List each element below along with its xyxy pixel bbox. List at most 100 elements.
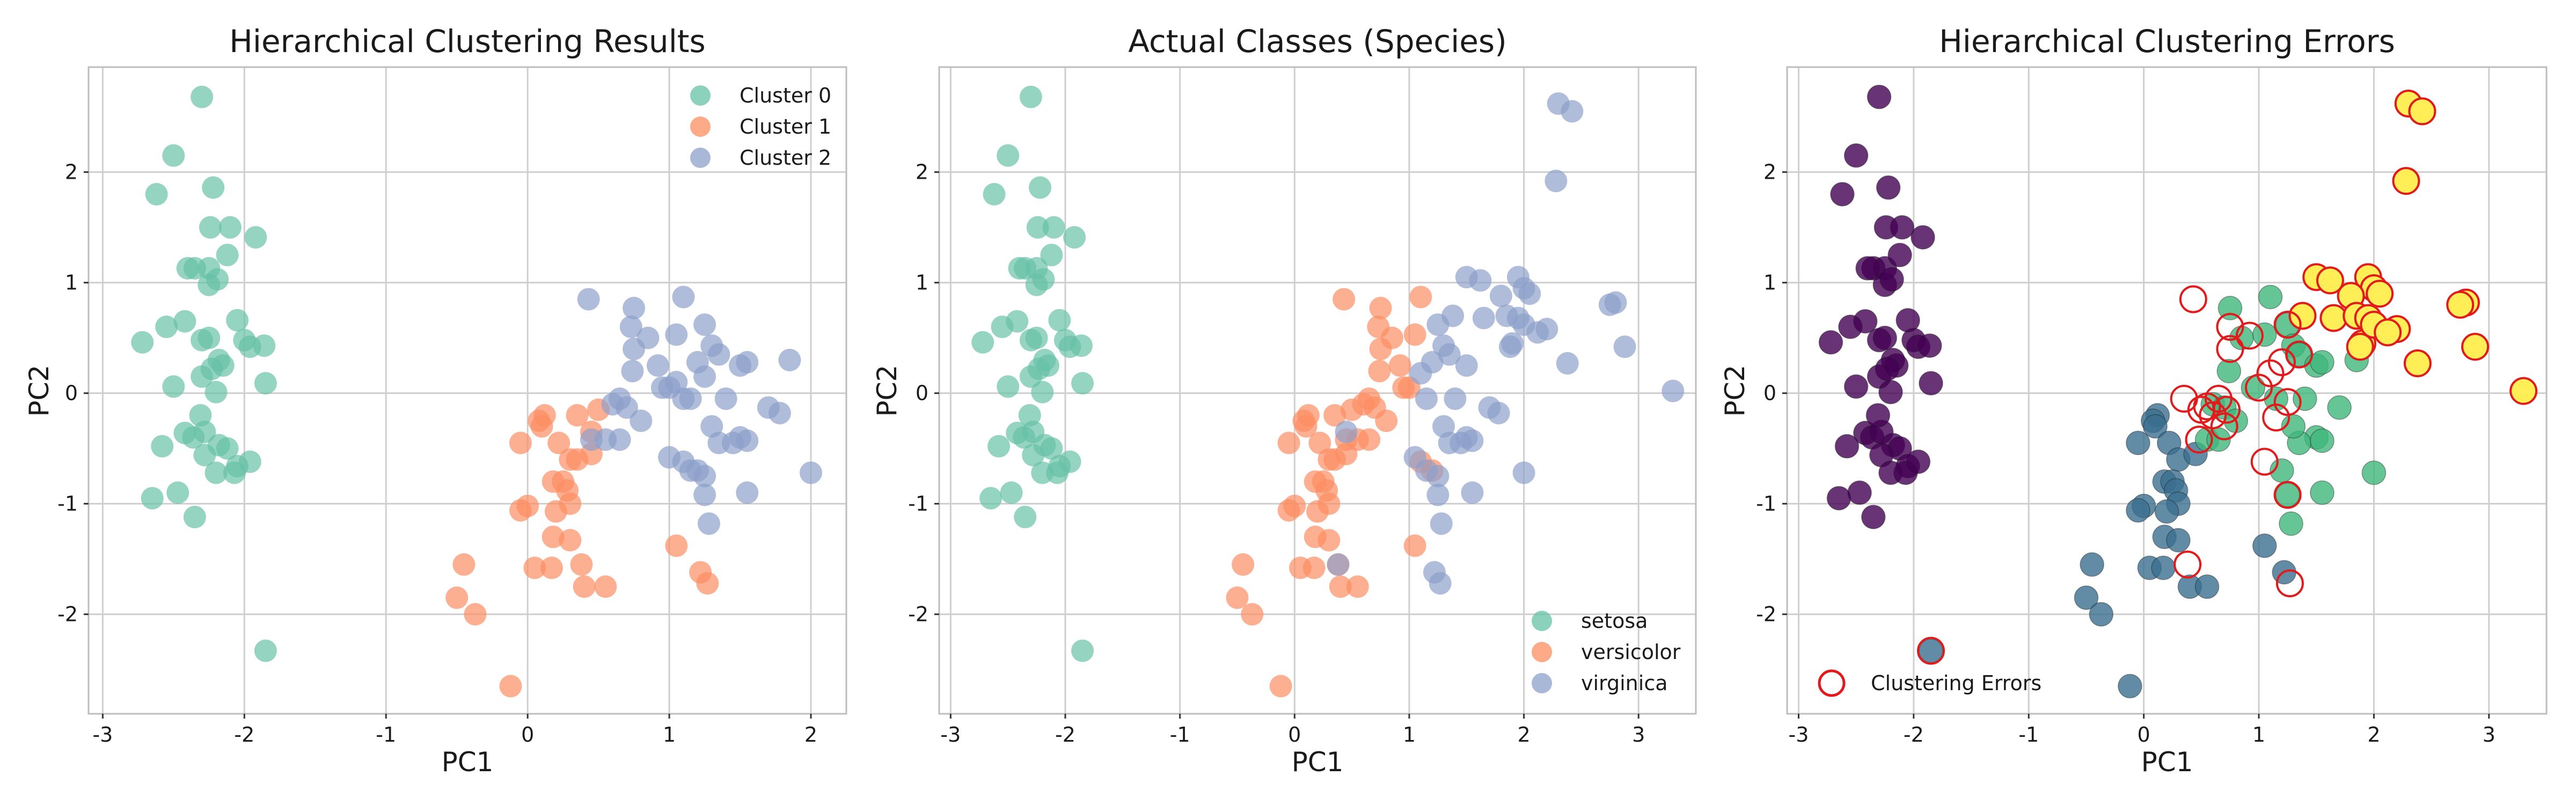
- error-point: [2403, 349, 2432, 378]
- data-point-series-1: [452, 553, 475, 576]
- data-point-series-0: [1911, 225, 1935, 250]
- chart-1: Hierarchical Clustering Results -3 -2 -1 0 1…: [24, 23, 847, 778]
- data-point-series-0: [254, 639, 277, 662]
- data-point-series-2: [608, 428, 631, 451]
- data-point-series-0: [1071, 372, 1094, 395]
- legend-marker-setosa: [1532, 611, 1552, 631]
- chart-3-marks: [1818, 84, 2538, 699]
- data-point-series-2: [707, 343, 730, 366]
- data-point-series-1: [1388, 354, 1411, 377]
- error-ring: [2179, 285, 2207, 313]
- data-point-series-1: [1375, 409, 1398, 433]
- data-point-series-0: [1014, 506, 1037, 529]
- error-point: [2446, 290, 2475, 319]
- data-point-series-1: [1318, 529, 1341, 552]
- data-point-series-1: [2074, 585, 2099, 610]
- data-point-series-0: [1861, 504, 1886, 530]
- data-point-series-2: [1426, 484, 1450, 507]
- data-point-series-2: [2241, 375, 2266, 400]
- data-point-series-0: [1830, 182, 1855, 207]
- chart-3: Hierarchical Clustering Errors -3 -2 -1 0 1 2…: [1719, 23, 2548, 778]
- data-point-series-2: [1518, 282, 1541, 305]
- x-tick-label: 1: [2252, 723, 2265, 747]
- data-point-series-0: [1022, 444, 1045, 466]
- data-point-series-0: [1867, 84, 1892, 109]
- data-point-series-0: [1843, 374, 1869, 399]
- chart-2-ylabel: PC2: [872, 365, 903, 417]
- x-tick-label: -2: [1055, 723, 1075, 747]
- error-ring: [2275, 569, 2304, 597]
- data-point-series-2: [1335, 420, 1358, 443]
- data-point-series-2: [693, 484, 716, 507]
- data-point-series-1: [541, 525, 565, 548]
- data-point-series-1: [1403, 534, 1426, 557]
- data-point-series-2: [697, 512, 720, 535]
- data-point-series-1: [2089, 602, 2114, 627]
- data-point-series-1: [1369, 338, 1392, 361]
- x-tick-label: 0: [2138, 723, 2150, 747]
- x-tick-label: -3: [1788, 723, 1809, 747]
- legend-marker-clustering-errors: [1818, 669, 1846, 697]
- data-point-series-0: [1876, 175, 1901, 200]
- data-point-series-1: [570, 553, 593, 576]
- data-point-series-1: [547, 431, 570, 455]
- error-ring: [2185, 426, 2213, 454]
- y-tick-label: 2: [65, 160, 78, 184]
- data-point-series-2: [646, 354, 669, 377]
- x-tick-label: 2: [804, 723, 817, 747]
- data-point-series-1: [530, 415, 553, 438]
- data-point-series-2: [686, 350, 709, 374]
- data-point-series-2: [1438, 343, 1461, 366]
- data-point-series-0: [1838, 314, 1863, 339]
- data-point-series-2: [1512, 461, 1535, 484]
- data-point-series-1: [445, 586, 469, 609]
- data-point-series-2: [623, 338, 646, 361]
- chart-3-ylabel: PC2: [1719, 365, 1751, 417]
- error-ring: [2273, 481, 2302, 509]
- data-point-series-1: [1368, 360, 1391, 383]
- data-point-series-0: [162, 375, 185, 398]
- x-tick-label: 1: [1403, 723, 1416, 747]
- data-point-series-1: [573, 575, 596, 598]
- y-tick-label: 2: [916, 160, 928, 184]
- error-ring: [2216, 335, 2244, 363]
- data-point-series-2: [2216, 358, 2242, 384]
- legend-marker-cluster-2: [690, 148, 711, 168]
- error-ring: [2210, 412, 2238, 441]
- x-tick-label: 0: [521, 723, 534, 747]
- data-point-series-2: [1327, 553, 1350, 576]
- error-point: [2509, 377, 2538, 405]
- data-point-series-0: [1890, 215, 1915, 240]
- data-point-series-0: [145, 182, 168, 206]
- chart-3-ticks: -3 -2 -1 0 1 2 3 -2 -1 0 1 2: [1756, 160, 2496, 747]
- data-point-series-0: [1918, 333, 1942, 358]
- chart-3-legend: Clustering Errors: [1818, 669, 2041, 697]
- chart-2-title: Actual Classes (Species): [1128, 23, 1507, 60]
- data-point-series-2: [700, 415, 723, 438]
- data-point-series-0: [173, 310, 196, 333]
- data-point-series-0: [253, 334, 276, 357]
- data-point-series-0: [244, 226, 267, 249]
- data-point-series-2: [800, 461, 823, 484]
- data-point-series-2: [1432, 415, 1455, 438]
- data-point-series-2: [1415, 459, 1438, 482]
- data-point-series-2: [1662, 379, 1685, 402]
- legend-label-virginica: virginica: [1581, 671, 1668, 695]
- data-point-series-0: [155, 316, 178, 339]
- x-tick-label: -2: [1904, 723, 1924, 747]
- legend-label-cluster-2: Cluster 2: [740, 146, 831, 170]
- data-point-series-2: [1444, 387, 1467, 410]
- data-point-series-2: [1430, 512, 1453, 535]
- error-ring: [2250, 448, 2279, 476]
- data-point-series-2: [1415, 387, 1438, 410]
- data-point-series-1: [523, 557, 546, 580]
- data-point-series-0: [991, 316, 1014, 339]
- error-point: [2408, 97, 2436, 126]
- x-tick-label: 1: [663, 723, 676, 747]
- data-point-series-0: [1008, 257, 1031, 280]
- data-point-series-0: [238, 450, 261, 473]
- data-point-series-1: [464, 603, 487, 626]
- data-point-series-2: [1526, 321, 1549, 344]
- error-ring: [2235, 321, 2264, 350]
- data-point-series-0: [1026, 216, 1049, 239]
